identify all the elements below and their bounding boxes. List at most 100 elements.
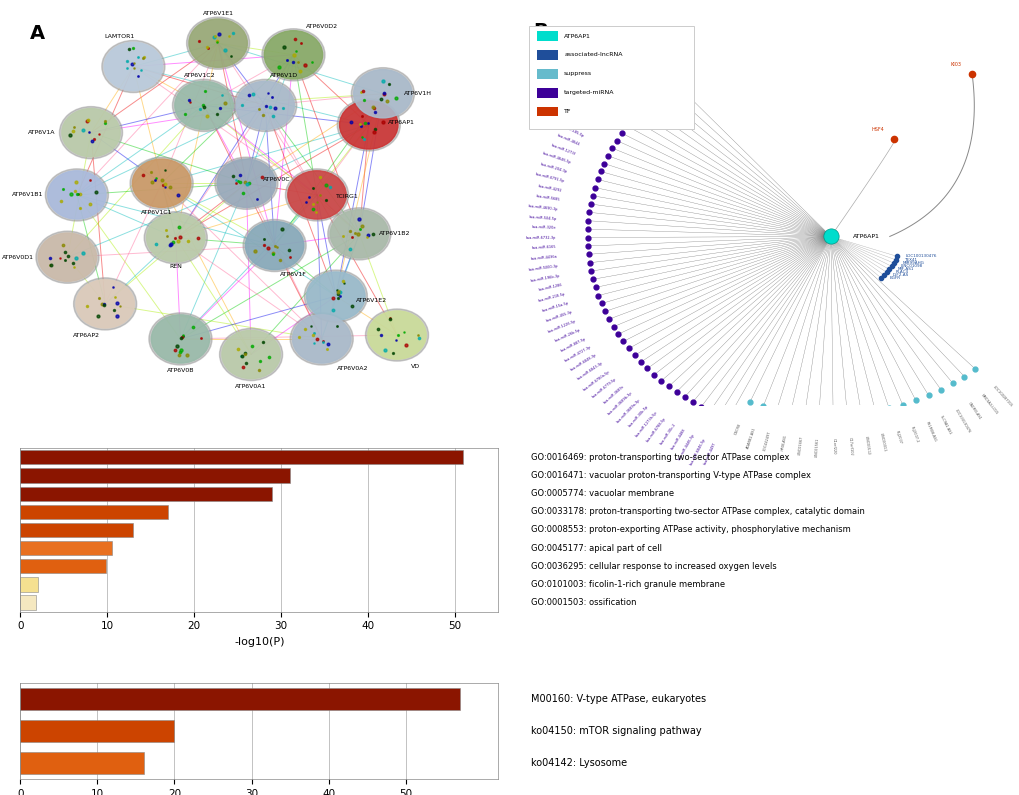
Text: GO:0005774: vacuolar membrane: GO:0005774: vacuolar membrane — [531, 489, 674, 498]
Circle shape — [149, 313, 212, 365]
Circle shape — [62, 109, 120, 157]
Text: targeted-miRNA: targeted-miRNA — [564, 90, 614, 95]
Circle shape — [174, 81, 233, 130]
Circle shape — [219, 328, 282, 381]
Circle shape — [330, 210, 388, 258]
Circle shape — [264, 31, 322, 79]
Text: hsa-miR-6779-5p: hsa-miR-6779-5p — [591, 377, 618, 399]
Bar — [20, 523, 133, 537]
Circle shape — [75, 280, 135, 328]
Circle shape — [354, 70, 412, 118]
Circle shape — [186, 17, 250, 69]
Text: hsa-miR-1226-5p: hsa-miR-1226-5p — [546, 319, 577, 334]
Bar — [20, 450, 463, 464]
Circle shape — [307, 272, 365, 320]
Circle shape — [222, 331, 280, 378]
Text: hsa-miR-6732-3p: hsa-miR-6732-3p — [526, 235, 555, 240]
Text: hsa-miR-6165: hsa-miR-6165 — [531, 245, 556, 250]
Text: ATP6V1B2: ATP6V1B2 — [378, 231, 410, 236]
Circle shape — [147, 214, 205, 262]
Text: C17orf102: C17orf102 — [847, 436, 852, 456]
Text: ATP6V1E1: ATP6V1E1 — [203, 11, 233, 17]
Bar — [528, 25, 693, 130]
Text: hsa-miR-6791-5p: hsa-miR-6791-5p — [534, 172, 565, 183]
X-axis label: -log10(P): -log10(P) — [233, 637, 284, 647]
Bar — [20, 752, 144, 774]
Text: TCIRG1: TCIRG1 — [336, 194, 359, 200]
Text: ATP6V0A2: ATP6V0A2 — [336, 366, 368, 370]
Text: hsa-miR-4312: hsa-miR-4312 — [627, 49, 647, 70]
Text: ko04142: Lysosome: ko04142: Lysosome — [531, 758, 627, 768]
Circle shape — [73, 277, 137, 330]
Circle shape — [36, 231, 99, 283]
Text: B: B — [532, 22, 547, 41]
Text: ATP6V1B1: ATP6V1B1 — [12, 192, 43, 197]
Text: EGFR: EGFR — [889, 276, 900, 280]
Text: hsa-miR-5685: hsa-miR-5685 — [535, 194, 559, 202]
Text: hsa-miR-4727-3p: hsa-miR-4727-3p — [562, 345, 591, 363]
Circle shape — [368, 311, 426, 359]
Text: HSF4: HSF4 — [871, 127, 883, 132]
Circle shape — [339, 101, 397, 149]
Text: hsa-miR-1273h-5p: hsa-miR-1273h-5p — [634, 411, 657, 438]
Text: hsa-miR-4747-5p: hsa-miR-4747-5p — [568, 103, 595, 122]
Text: hsa-miR-30b-5p: hsa-miR-30b-5p — [627, 405, 649, 428]
Text: GO:0033178: proton-transporting two-sector ATPase complex, catalytic domain: GO:0033178: proton-transporting two-sect… — [531, 507, 864, 516]
Text: hsa-miR-31-3p: hsa-miR-31-3p — [618, 56, 638, 77]
Text: hsa-miR-4292: hsa-miR-4292 — [537, 184, 561, 192]
Text: C1orf220: C1orf220 — [830, 437, 835, 454]
Circle shape — [172, 80, 235, 131]
Circle shape — [144, 211, 207, 264]
Text: hsa-miR-1237: hsa-miR-1237 — [609, 64, 630, 83]
Circle shape — [48, 171, 106, 219]
Text: HFXK-AS1: HFXK-AS1 — [780, 433, 787, 451]
Circle shape — [215, 157, 277, 209]
Text: MIF-AS1: MIF-AS1 — [897, 267, 913, 271]
Text: ATP6V1C1: ATP6V1C1 — [141, 210, 172, 215]
Circle shape — [233, 80, 297, 131]
Text: hsa-miR-4497: hsa-miR-4497 — [702, 441, 716, 465]
Bar — [20, 487, 272, 501]
Text: LINC00112: LINC00112 — [862, 435, 869, 455]
Circle shape — [285, 169, 348, 221]
Text: hsa-miR-1273f: hsa-miR-1273f — [549, 143, 575, 156]
Text: hsa-miR-218-5p: hsa-miR-218-5p — [537, 292, 566, 303]
Text: ATP6V0A1: ATP6V0A1 — [235, 384, 267, 389]
Circle shape — [39, 233, 97, 281]
Circle shape — [262, 29, 325, 81]
Text: GO:0045177: apical part of cell: GO:0045177: apical part of cell — [531, 544, 662, 553]
Text: FLJ2007-2: FLJ2007-2 — [909, 425, 918, 444]
Text: ATP6V0D2: ATP6V0D2 — [306, 25, 337, 29]
Text: ATP6AP1: ATP6AP1 — [564, 33, 590, 38]
Text: LINC01098: LINC01098 — [900, 264, 921, 268]
Text: TF: TF — [564, 109, 571, 114]
Text: hsa-miR-504-5p: hsa-miR-504-5p — [529, 215, 556, 221]
Text: A: A — [30, 24, 45, 43]
Circle shape — [151, 315, 210, 363]
Text: ko04150: mTOR signaling pathway: ko04150: mTOR signaling pathway — [531, 726, 701, 736]
Bar — [536, 69, 557, 79]
Text: hsa-miR-196b-3p: hsa-miR-196b-3p — [530, 273, 560, 283]
Circle shape — [292, 315, 351, 363]
Text: GO:0016471: vacuolar proton-transporting V-type ATPase complex: GO:0016471: vacuolar proton-transporting… — [531, 471, 811, 480]
Text: ATP6V0B: ATP6V0B — [166, 368, 194, 374]
Circle shape — [304, 270, 367, 322]
Circle shape — [59, 107, 122, 159]
Text: hsa-miR-15a-5p: hsa-miR-15a-5p — [540, 301, 569, 313]
Circle shape — [104, 42, 162, 91]
Text: ATP6V1A: ATP6V1A — [28, 130, 55, 135]
Text: LINC00011: LINC00011 — [878, 432, 887, 452]
Text: hsa-miR-4446-5p: hsa-miR-4446-5p — [677, 432, 696, 461]
Text: suppress: suppress — [564, 71, 592, 76]
Text: hsa-miR-4488: hsa-miR-4488 — [669, 428, 686, 451]
Text: LINC01667: LINC01667 — [797, 436, 803, 456]
Circle shape — [45, 169, 108, 221]
Text: FLJ2007: FLJ2007 — [894, 429, 902, 444]
Bar — [20, 505, 168, 519]
Text: GO:0008553: proton-exporting ATPase activity, phosphorylative mechanism: GO:0008553: proton-exporting ATPase acti… — [531, 525, 851, 534]
Text: hsa-miR-6788-5p: hsa-miR-6788-5p — [645, 417, 666, 444]
Text: hsa-miR-4436a: hsa-miR-4436a — [530, 254, 557, 261]
Text: hsa-miR-486-3p: hsa-miR-486-3p — [598, 69, 623, 91]
Text: hsa-miR-3689b-3p: hsa-miR-3689b-3p — [606, 391, 632, 417]
Text: hsa-miR-4644: hsa-miR-4644 — [555, 134, 580, 147]
